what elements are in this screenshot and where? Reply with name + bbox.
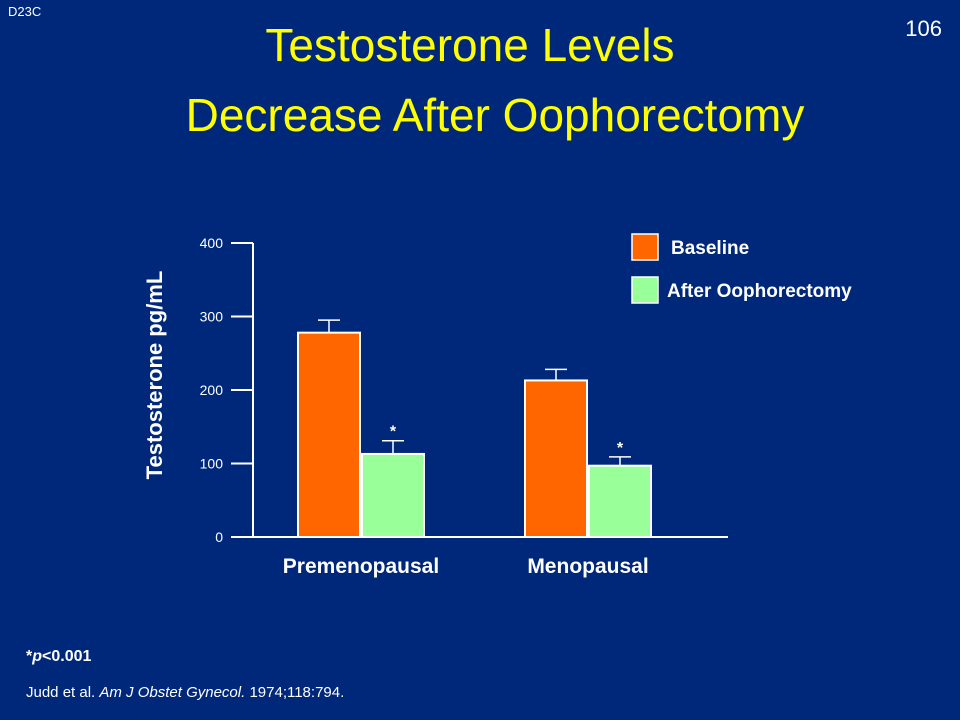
bar-baseline — [524, 379, 588, 538]
y-axis-label: Testosterone pg/mL — [142, 271, 167, 480]
page-number: 106 — [905, 16, 942, 41]
bar-after-oophorectomy — [361, 452, 425, 539]
significance-marker: * — [390, 424, 397, 441]
legend-label-baseline: Baseline — [671, 238, 749, 259]
slide-code: D23C — [8, 4, 42, 19]
x-category-label: Premenopausal — [283, 555, 439, 578]
reference-details: 1974;118:794. — [249, 684, 345, 701]
legend-swatch-after-oophorectomy — [631, 276, 659, 304]
reference-authors: Judd et al. — [26, 684, 96, 701]
x-category-label: Menopausal — [527, 555, 648, 578]
footnote: *p<0.001 — [26, 648, 92, 665]
y-tick-label: 400 — [200, 235, 224, 251]
y-tick-label: 300 — [200, 309, 224, 325]
y-tick-label: 100 — [200, 456, 224, 472]
slide-title-line1: Testosterone Levels — [265, 19, 675, 71]
y-tick-label: 0 — [215, 529, 223, 545]
y-tick-label: 200 — [200, 382, 224, 398]
slide-title-line2: Decrease After Oophorectomy — [185, 89, 805, 141]
bar-after-oophorectomy — [588, 464, 652, 538]
bar-baseline — [297, 331, 361, 539]
legend-swatch-baseline — [631, 233, 659, 261]
reference: Judd et al. Am J Obstet Gynecol. 1974;11… — [26, 684, 344, 701]
significance-marker: * — [617, 440, 624, 457]
legend-label-after-oophorectomy: After Oophorectomy — [667, 281, 852, 302]
reference-journal: Am J Obstet Gynecol. — [99, 684, 246, 701]
